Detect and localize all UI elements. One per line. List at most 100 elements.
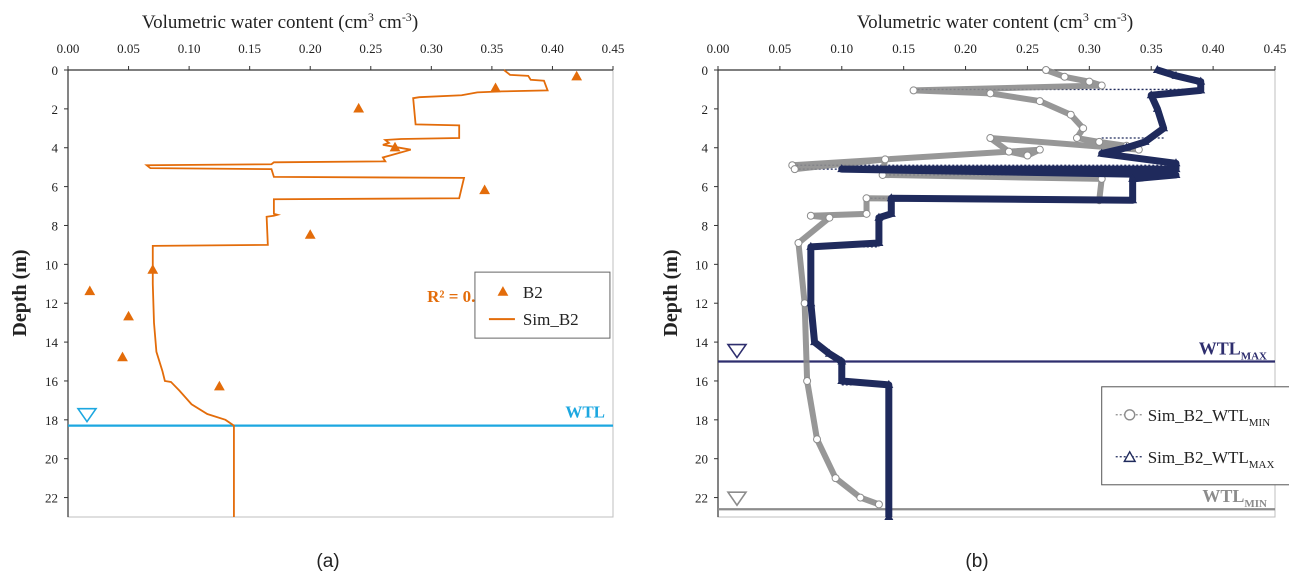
data-point-b2 <box>84 285 96 296</box>
data-point-wtl-min <box>1066 110 1075 119</box>
data-point-wtl-max <box>810 337 820 346</box>
data-point-wtl-min <box>862 194 871 203</box>
data-point-wtl-min <box>856 493 865 502</box>
water-table-label-min: WTLMIN <box>1202 486 1267 510</box>
data-point-wtl-max <box>837 356 847 365</box>
y-axis-label-a: Depth (m) <box>9 249 31 336</box>
data-point-wtl-min <box>1035 97 1044 106</box>
x-tick-label: 0.40 <box>1202 41 1225 56</box>
x-tick-label: 0.00 <box>707 41 730 56</box>
y-tick-label: 12 <box>45 296 58 311</box>
y-tick-label: 18 <box>695 413 708 428</box>
data-point-b2 <box>571 70 583 81</box>
legend-marker-wtl-max <box>1123 450 1137 463</box>
x-tick-label: 0.35 <box>1140 41 1163 56</box>
data-point-wtl-max <box>1171 70 1181 79</box>
data-point-b2 <box>304 229 316 239</box>
y-tick-label: 10 <box>45 257 58 272</box>
data-point-wtl-max <box>1196 85 1206 94</box>
data-point-b2 <box>490 82 501 93</box>
y-tick-label: 6 <box>52 180 59 195</box>
y-tick-label: 18 <box>45 413 58 428</box>
data-point-wtl-max <box>886 208 896 217</box>
data-point-wtl-min <box>1023 151 1032 160</box>
chart-panel-b: Volumetric water content (cm3 cm-3) Dept… <box>660 10 1289 572</box>
data-point-wtl-min <box>1085 77 1094 86</box>
data-point-wtl-max <box>1159 123 1169 132</box>
x-tick-label: 0.45 <box>602 41 625 56</box>
x-tick-label: 0.00 <box>57 41 80 56</box>
y-tick-label: 14 <box>45 335 59 350</box>
series-line-wtl-min <box>789 67 1142 508</box>
legend-label-sim-b2: Sim_B2 <box>523 310 579 329</box>
water-table-marker-icon <box>76 407 98 424</box>
legend-box <box>474 271 611 339</box>
data-point-wtl-max <box>837 164 847 173</box>
y-tick-label: 20 <box>45 452 58 467</box>
water-table-marker-icon <box>726 343 748 359</box>
y-tick-label: 2 <box>52 102 59 117</box>
data-point-wtl-min <box>1042 66 1051 74</box>
x-tick-label: 0.45 <box>1264 41 1287 56</box>
data-point-wtl-min <box>803 376 812 385</box>
data-point-wtl-min <box>831 474 840 483</box>
y-tick-label: 6 <box>702 180 709 195</box>
y-tick-label: 20 <box>695 452 708 467</box>
data-point-b2 <box>147 264 159 274</box>
data-point-wtl-min <box>986 134 995 143</box>
y-tick-label: 10 <box>695 257 708 272</box>
data-point-wtl-max <box>886 193 896 202</box>
data-point-wtl-min <box>813 435 822 444</box>
data-point-wtl-min <box>794 238 803 247</box>
legend-marker-wtl-min <box>1124 409 1136 421</box>
data-point-wtl-min <box>986 89 995 98</box>
data-point-wtl-max <box>806 298 816 307</box>
data-point-wtl-min <box>874 500 883 509</box>
data-point-wtl-max <box>1128 173 1138 182</box>
legend-box <box>1101 386 1289 486</box>
data-point-wtl-max <box>1196 76 1206 85</box>
data-point-wtl-min <box>1072 134 1081 143</box>
y-axis-label-b: Depth (m) <box>660 249 682 336</box>
data-point-wtl-max <box>1146 90 1156 99</box>
y-tick-label: 4 <box>52 141 59 156</box>
panel-label-b: (b) <box>965 551 988 572</box>
data-point-wtl-max <box>1152 103 1162 112</box>
y-tick-label: 16 <box>45 374 59 389</box>
x-tick-label: 0.05 <box>769 41 792 56</box>
data-point-wtl-min <box>1060 72 1069 81</box>
y-tick-label: 0 <box>702 63 709 78</box>
x-tick-label: 0.10 <box>178 41 201 56</box>
data-point-wtl-min <box>1004 147 1013 156</box>
data-point-b2 <box>123 310 134 321</box>
data-point-wtl-max <box>874 237 884 246</box>
x-tick-label: 0.30 <box>420 41 443 56</box>
data-point-wtl-max <box>806 241 816 250</box>
data-point-wtl-max <box>1128 195 1138 204</box>
x-tick-label: 0.40 <box>541 41 564 56</box>
data-point-wtl-min <box>790 165 799 174</box>
data-point-wtl-max <box>874 212 884 221</box>
legend-marker-b2 <box>497 286 509 296</box>
data-point-wtl-max <box>884 379 894 388</box>
data-point-wtl-min <box>881 155 890 164</box>
x-tick-label: 0.15 <box>892 41 915 56</box>
y-tick-label: 12 <box>695 296 708 311</box>
x-tick-label: 0.25 <box>359 41 382 56</box>
legend-label-wtl-min: Sim_B2_WTLMIN <box>1148 406 1271 429</box>
data-point-b2 <box>479 184 491 195</box>
data-point-wtl-max <box>1171 158 1181 167</box>
x-tick-label: 0.30 <box>1078 41 1101 56</box>
x-tick-label: 0.15 <box>238 41 261 56</box>
x-tick-label: 0.20 <box>299 41 322 56</box>
y-tick-label: 0 <box>52 63 59 78</box>
water-table-label: WTL <box>565 403 605 422</box>
data-point-b2 <box>353 102 365 113</box>
data-point-b2 <box>117 351 128 362</box>
data-point-wtl-max <box>1121 142 1131 151</box>
y-tick-label: 22 <box>695 491 708 506</box>
y-tick-label: 8 <box>52 218 59 233</box>
y-tick-label: 4 <box>702 141 709 156</box>
data-point-wtl-max <box>1152 65 1162 73</box>
